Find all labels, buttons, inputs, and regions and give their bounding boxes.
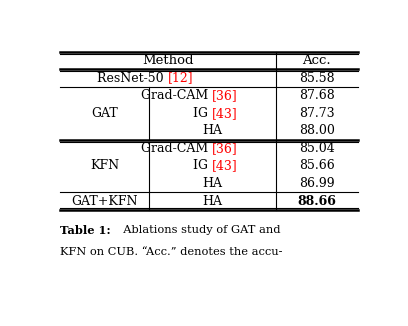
Text: 88.00: 88.00 [299, 124, 335, 137]
Text: Grad-CAM: Grad-CAM [141, 89, 212, 102]
Text: Table 1:: Table 1: [60, 225, 111, 236]
Text: 86.99: 86.99 [299, 177, 335, 190]
Text: 87.73: 87.73 [299, 107, 335, 120]
Text: [43]: [43] [212, 159, 238, 172]
Text: Grad-CAM: Grad-CAM [141, 142, 212, 155]
Text: [43]: [43] [212, 107, 238, 120]
Text: 87.68: 87.68 [299, 89, 335, 102]
Text: 88.66: 88.66 [297, 195, 336, 208]
Text: [36]: [36] [212, 142, 238, 155]
Text: KFN on CUB. “Acc.” denotes the accu-: KFN on CUB. “Acc.” denotes the accu- [60, 247, 283, 258]
Text: IG: IG [193, 159, 212, 172]
Text: Method: Method [142, 54, 194, 67]
Text: 85.58: 85.58 [299, 71, 335, 84]
Text: KFN: KFN [90, 159, 119, 172]
Text: GAT: GAT [91, 107, 118, 120]
Text: Ablations study of GAT and: Ablations study of GAT and [116, 225, 280, 235]
Text: 85.04: 85.04 [299, 142, 335, 155]
Text: HA: HA [202, 195, 222, 208]
Text: ResNet-50: ResNet-50 [98, 71, 168, 84]
Text: HA: HA [202, 124, 222, 137]
Text: 85.66: 85.66 [299, 159, 335, 172]
Text: HA: HA [202, 177, 222, 190]
Text: GAT+KFN: GAT+KFN [71, 195, 138, 208]
Text: Acc.: Acc. [302, 54, 331, 67]
Text: [12]: [12] [168, 71, 194, 84]
Text: [36]: [36] [212, 89, 238, 102]
Text: IG: IG [193, 107, 212, 120]
